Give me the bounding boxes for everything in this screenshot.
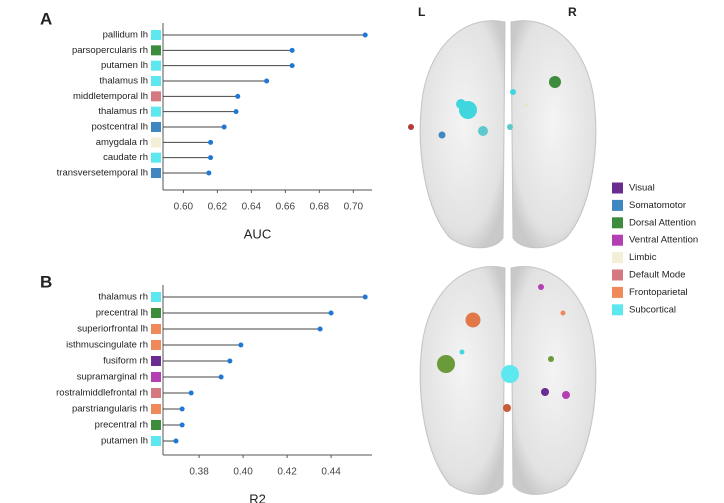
- category-label: superiorfrontal lh: [77, 324, 148, 335]
- category-label: fusiform rh: [103, 356, 148, 367]
- dot: [208, 155, 214, 161]
- network-swatch: [151, 372, 161, 382]
- network-swatch: [151, 420, 161, 430]
- x-tick-label: 0.60: [174, 202, 194, 213]
- category-label: precentral rh: [95, 420, 148, 431]
- network-swatch: [151, 60, 161, 71]
- x-axis-title: R2: [249, 491, 266, 503]
- category-label: middletemporal lh: [73, 91, 148, 102]
- hemisphere-label: L: [418, 5, 425, 19]
- legend-label: Somatomotor: [629, 200, 686, 211]
- hemisphere-label: R: [568, 5, 577, 19]
- dot: [235, 93, 241, 99]
- network-swatch: [151, 30, 161, 40]
- dot: [179, 406, 185, 412]
- dot: [289, 63, 295, 69]
- x-tick-label: 0.64: [242, 202, 262, 213]
- x-tick-label: 0.40: [233, 467, 253, 478]
- network-swatch: [151, 308, 161, 318]
- legend-label: Subcortical: [629, 304, 676, 315]
- category-label: postcentral lh: [91, 122, 148, 133]
- network-swatch: [151, 152, 161, 163]
- network-swatch: [151, 76, 161, 86]
- category-label: amygdala rh: [96, 137, 148, 148]
- network-swatch: [151, 122, 161, 132]
- legend-label: Frontoparietal: [629, 287, 688, 298]
- category-label: transversetemporal lh: [57, 168, 148, 179]
- network-swatch: [151, 137, 161, 148]
- network-swatch: [151, 356, 161, 366]
- dot: [218, 374, 224, 380]
- x-tick-label: 0.62: [208, 202, 228, 213]
- dot: [264, 78, 270, 84]
- legend-swatch: [612, 286, 623, 298]
- category-label: thalamus rh: [98, 106, 148, 117]
- category-label: rostralmiddlefrontal rh: [56, 388, 148, 399]
- x-tick-label: 0.42: [277, 467, 297, 478]
- network-swatch: [151, 404, 161, 414]
- network-swatch: [151, 106, 161, 117]
- dot: [179, 422, 185, 428]
- category-label: putamen lh: [101, 60, 148, 71]
- category-label: parsopercularis rh: [72, 45, 148, 56]
- legend-swatch: [612, 234, 623, 246]
- dot: [289, 47, 295, 53]
- category-label: isthmuscingulate rh: [66, 340, 148, 351]
- category-label: supramarginal rh: [77, 372, 148, 383]
- brain-top: [408, 20, 597, 249]
- dot: [188, 390, 194, 396]
- legend-swatch: [612, 269, 623, 281]
- dot: [227, 358, 233, 364]
- x-axis-title: AUC: [244, 226, 271, 241]
- network-swatch: [151, 324, 161, 334]
- category-label: putamen lh: [101, 436, 148, 447]
- dot: [317, 326, 323, 332]
- dot: [208, 139, 214, 145]
- dot: [233, 109, 239, 115]
- dot: [173, 438, 179, 444]
- network-swatch: [151, 436, 161, 446]
- panel-label: B: [40, 272, 52, 291]
- network-swatch: [151, 45, 161, 56]
- x-tick-label: 0.66: [276, 202, 296, 213]
- legend-swatch: [612, 217, 623, 229]
- category-label: thalamus lh: [99, 76, 148, 87]
- x-tick-label: 0.44: [321, 467, 341, 478]
- brain-bottom: [419, 266, 597, 495]
- legend-swatch: [612, 304, 623, 316]
- legend-label: Limbic: [629, 252, 657, 263]
- network-swatch: [151, 340, 161, 350]
- panel-label: A: [40, 9, 52, 28]
- network-swatch: [151, 292, 161, 302]
- category-label: precentral lh: [96, 308, 148, 319]
- legend-label: Ventral Attention: [629, 235, 698, 246]
- dot: [328, 310, 334, 316]
- legend-label: Default Mode: [629, 270, 686, 281]
- dot: [206, 170, 212, 176]
- x-tick-label: 0.38: [189, 467, 209, 478]
- legend-swatch: [612, 199, 623, 211]
- category-label: pallidum lh: [103, 30, 148, 41]
- legend-label: Dorsal Attention: [629, 217, 696, 228]
- x-tick-label: 0.70: [344, 202, 364, 213]
- legend-swatch: [612, 182, 623, 194]
- network-swatch: [151, 91, 161, 102]
- category-label: thalamus rh: [98, 292, 148, 303]
- dot: [221, 124, 227, 130]
- dot: [362, 32, 368, 38]
- x-tick-label: 0.68: [310, 202, 330, 213]
- dot: [362, 294, 368, 300]
- category-label: caudate rh: [103, 152, 148, 163]
- dot: [238, 342, 244, 348]
- legend-swatch: [612, 252, 623, 264]
- network-swatch: [151, 388, 161, 398]
- category-label: parstriangularis rh: [72, 404, 148, 415]
- network-swatch: [151, 168, 161, 178]
- legend-label: Visual: [629, 183, 655, 194]
